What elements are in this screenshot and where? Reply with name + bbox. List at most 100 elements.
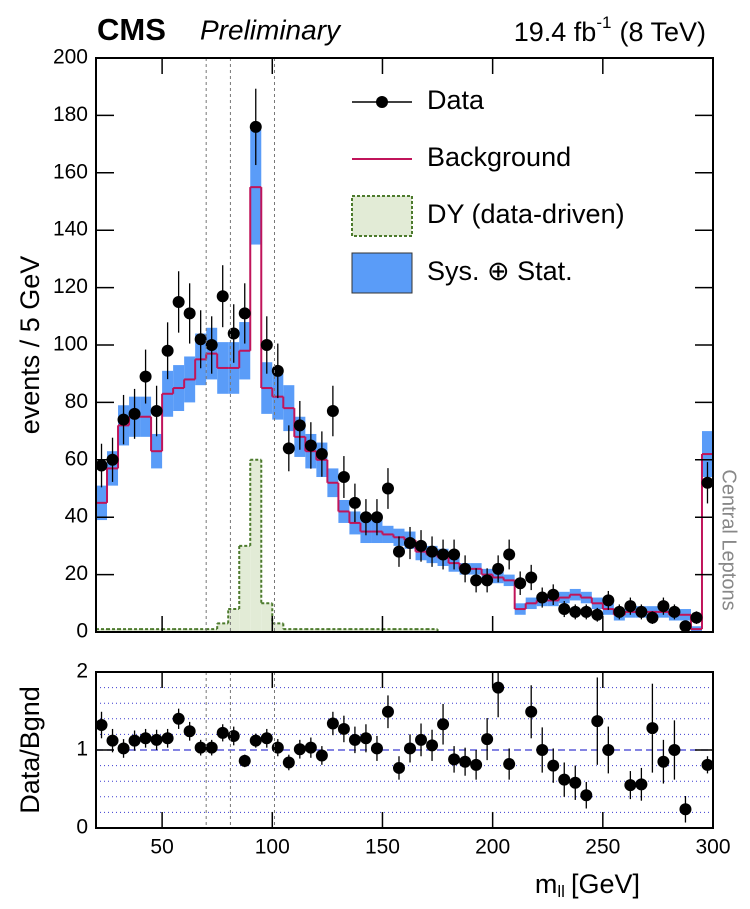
dy-bin	[107, 629, 119, 632]
data-point	[580, 605, 593, 618]
legend-symbol	[351, 252, 413, 294]
x-tick-label: 300	[695, 836, 730, 859]
ratio-point	[216, 726, 229, 739]
dy-bin	[338, 629, 350, 632]
dy-bin	[316, 629, 328, 632]
ratio-point	[392, 761, 405, 774]
data-point	[139, 370, 152, 383]
data-point	[117, 413, 130, 426]
data-point	[315, 448, 328, 461]
lumi-label: 19.4 fb-1 (8 TeV)	[514, 13, 706, 47]
data-point	[227, 327, 240, 340]
ratio-point	[668, 744, 681, 756]
ratio-point	[591, 715, 604, 728]
ratio-point	[525, 705, 538, 718]
ratio-point	[337, 722, 350, 735]
data-point	[95, 459, 108, 472]
ratio-point	[370, 742, 383, 755]
ratio-point	[404, 742, 417, 755]
y-tick-label: 20	[65, 562, 88, 585]
dy-bin	[382, 629, 394, 632]
ratio-point	[194, 741, 207, 754]
dy-bin	[206, 629, 218, 632]
ratio-point	[459, 755, 472, 768]
ratio-point	[569, 776, 582, 789]
energy: (8 TeV)	[619, 17, 706, 47]
dy-bin	[360, 629, 372, 632]
dy-bin	[404, 629, 416, 632]
dy-bin	[217, 623, 229, 632]
data-point	[437, 548, 450, 561]
ratio-point	[139, 732, 152, 745]
data-point	[448, 548, 461, 561]
data-point	[481, 574, 494, 587]
status: Preliminary	[200, 14, 342, 45]
dy-bin	[283, 629, 295, 632]
data-point	[194, 333, 207, 346]
legend-symbol	[351, 195, 413, 237]
ratio-point	[547, 759, 560, 772]
data-point	[657, 600, 670, 613]
dy-bin	[393, 629, 405, 632]
data-point	[216, 290, 229, 303]
dy-bin	[173, 629, 185, 632]
ratio-point	[359, 732, 372, 745]
y-tick-label: 80	[65, 390, 88, 413]
ratio-point	[227, 729, 240, 742]
dy-bin	[195, 629, 207, 632]
ratio-point	[117, 742, 130, 755]
data-point	[172, 295, 185, 308]
data-point	[591, 608, 604, 621]
y-tick-label: 0	[76, 620, 88, 643]
ratio-point	[503, 758, 516, 771]
annotation: Central Leptons	[718, 469, 740, 610]
data-point	[260, 339, 273, 351]
dy-bin	[261, 603, 273, 632]
x-tick-label: 200	[475, 836, 510, 859]
data-point	[205, 339, 218, 351]
data-point	[238, 307, 251, 320]
data-point	[613, 605, 626, 618]
y-tick-label: 160	[53, 160, 88, 183]
data-point	[646, 611, 659, 624]
y-tick-label: 1	[76, 738, 88, 761]
ratio-point	[657, 755, 670, 768]
ratio-point	[580, 789, 593, 802]
dy-bin	[96, 629, 108, 632]
data-point	[690, 611, 703, 624]
ratio-point	[172, 712, 185, 725]
dy-bin	[305, 629, 317, 632]
experiment: CMS	[97, 12, 166, 47]
dy-bin	[294, 629, 306, 632]
ratio-point	[646, 722, 659, 735]
data-point	[701, 476, 714, 489]
ratio-point	[238, 754, 251, 767]
ratio-point	[282, 756, 295, 769]
data-point	[249, 120, 262, 133]
x-label-unit: [GeV]	[571, 869, 640, 899]
x-tick-label: 50	[150, 836, 173, 859]
data-point	[359, 511, 372, 524]
data-point	[370, 511, 383, 524]
data-point	[415, 539, 428, 552]
legend-label: Background	[427, 142, 571, 172]
lumi: 19.4 fb	[514, 17, 597, 47]
data-point	[271, 364, 284, 377]
frame	[95, 57, 714, 633]
x-label-sub: ll	[557, 882, 565, 901]
ratio-point	[470, 758, 483, 771]
ratio-point	[701, 758, 714, 771]
data-point	[392, 545, 405, 558]
y-tick-label: 40	[65, 505, 88, 528]
x-label-main: m	[535, 869, 558, 899]
dy-bin	[426, 629, 438, 632]
ratio-point	[95, 719, 108, 732]
y-tick-label: 140	[53, 218, 88, 241]
legend-label: DY (data-driven)	[427, 199, 625, 229]
ratio-point	[106, 734, 119, 747]
ratio-point	[304, 741, 317, 754]
data-point	[558, 603, 571, 616]
dy-bin	[228, 609, 240, 632]
ratio-point	[150, 733, 163, 746]
data-point	[337, 471, 350, 484]
